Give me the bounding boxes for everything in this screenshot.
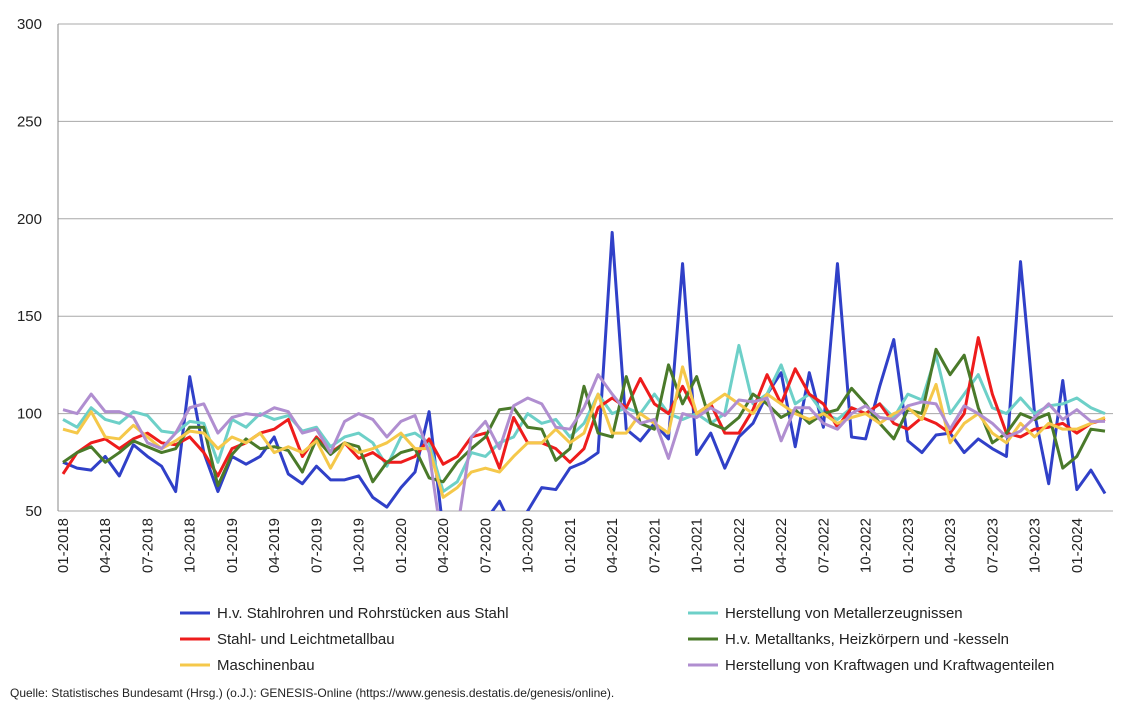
x-tick-label: 07-2019	[308, 518, 325, 573]
y-tick-label: 200	[17, 211, 42, 228]
x-tick-label: 07-2018	[139, 518, 156, 573]
series-line	[62, 343, 1106, 494]
x-tick-label: 04-2020	[435, 518, 452, 573]
x-tick-label: 01-2023	[900, 518, 917, 573]
x-tick-label: 07-2023	[984, 518, 1001, 573]
x-tick-label: 10-2023	[1027, 518, 1044, 573]
x-tick-label: 10-2021	[689, 518, 706, 573]
legend-label: Herstellung von Metallerzeugnissen	[725, 605, 963, 622]
x-tick-label: 04-2019	[266, 518, 283, 573]
x-tick-label: 10-2019	[351, 518, 368, 573]
x-tick-label: 01-2024	[1069, 518, 1086, 573]
x-tick-label: 01-2021	[562, 518, 579, 573]
plot-lines	[61, 230, 1107, 511]
x-tick-label: 07-2021	[646, 518, 663, 573]
source-note: Quelle: Statistisches Bundesamt (Hrsg.) …	[10, 686, 614, 700]
x-tick-label: 10-2020	[520, 518, 537, 573]
x-tick-label: 07-2022	[815, 518, 832, 573]
x-tick-label: 01-2018	[55, 518, 72, 573]
series-line	[61, 336, 1106, 478]
x-tick-label: 10-2018	[182, 518, 199, 573]
series-line	[62, 373, 1105, 511]
y-tick-label: 50	[25, 503, 42, 520]
x-tick-label: 04-2022	[773, 518, 790, 573]
legend-label: H.v. Stahlrohren und Rohrstücken aus Sta…	[217, 605, 509, 622]
x-tick-label: 01-2019	[224, 518, 241, 573]
legend-label: H.v. Metalltanks, Heizkörpern und -kesse…	[725, 631, 1009, 648]
y-tick-label: 150	[17, 308, 42, 325]
series-line	[62, 230, 1107, 511]
x-tick-label: 10-2022	[858, 518, 875, 573]
series-line	[62, 347, 1106, 488]
x-tick-label: 04-2023	[942, 518, 959, 573]
legend-label: Maschinenbau	[217, 657, 315, 674]
x-tick-label: 04-2018	[97, 518, 114, 573]
series-line	[62, 365, 1106, 499]
x-tick-label: 04-2021	[604, 518, 621, 573]
x-tick-label: 01-2020	[393, 518, 410, 573]
y-tick-label: 250	[17, 113, 42, 130]
y-tick-label: 100	[17, 406, 42, 423]
y-tick-label: 300	[17, 16, 42, 33]
legend-label: Stahl- und Leichtmetallbau	[217, 631, 395, 648]
x-tick-label: 01-2022	[731, 518, 748, 573]
legend-label: Herstellung von Kraftwagen und Kraftwage…	[725, 657, 1054, 674]
x-tick-label: 07-2020	[477, 518, 494, 573]
